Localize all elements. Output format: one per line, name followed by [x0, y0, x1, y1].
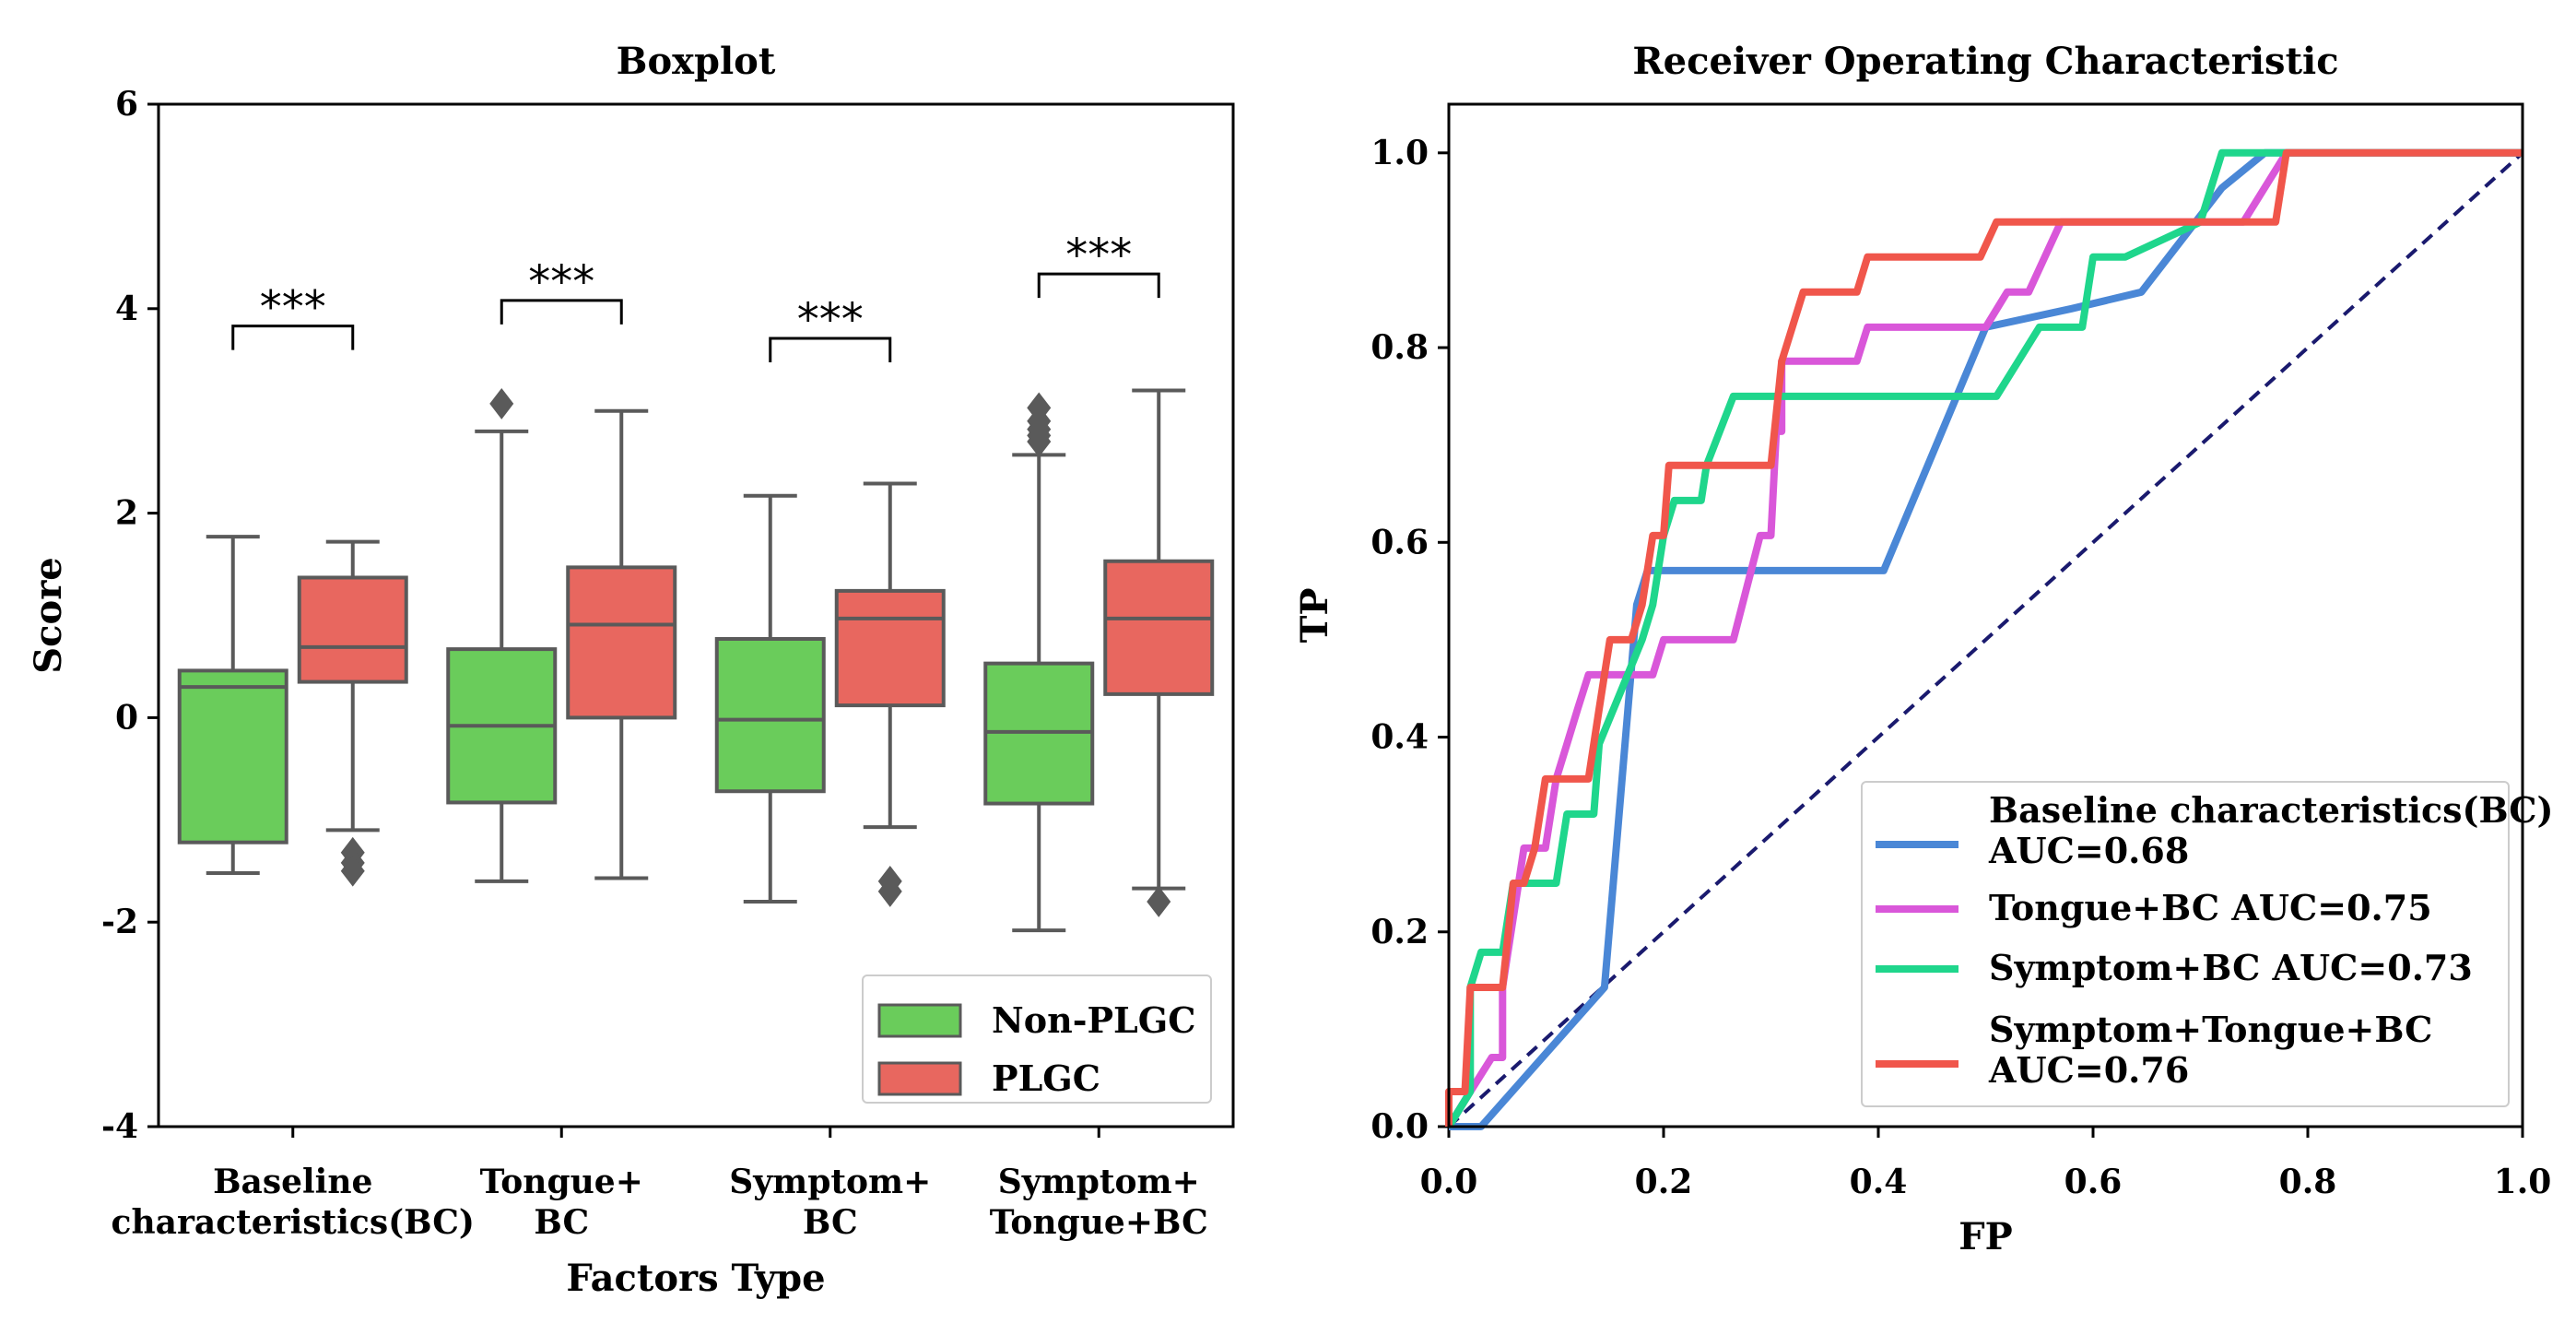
- y-tick-label: 0.0: [1370, 1107, 1429, 1146]
- roc-curve-symptom-tongue-bc: [1445, 148, 2523, 1127]
- roc-curve-baseline-characteristics-bc-: [1449, 148, 2523, 1130]
- legend-auc: AUC=0.76: [1988, 1049, 2189, 1091]
- x-axis-label: FP: [1958, 1215, 2012, 1258]
- significance-stars: ***: [528, 256, 594, 308]
- legend: Baseline characteristics(BC) AUC=0.68 Ton…: [1861, 781, 2554, 1107]
- plot-frame: [157, 102, 1235, 1128]
- x-tick-label: Symptom+: [998, 1163, 1200, 1201]
- x-tick-label: Tongue+: [480, 1163, 643, 1201]
- plot-frame: [1447, 102, 2524, 1128]
- legend-label: Symptom+Tongue+BC: [1989, 1009, 2432, 1050]
- outlier-point: [1147, 886, 1171, 917]
- y-tick-label: 0.4: [1370, 718, 1429, 757]
- significance-bracket: [1037, 272, 1160, 299]
- box-plgc-0: [297, 539, 408, 887]
- box-plgc-1: [566, 408, 677, 880]
- legend-label: Baseline characteristics(BC): [1989, 789, 2554, 831]
- x-tick-label: 0.4: [1850, 1163, 1908, 1201]
- box-iqr: [834, 588, 946, 708]
- legend-label: Symptom+BC AUC=0.73: [1989, 947, 2473, 988]
- x-tick-label: 1.0: [2494, 1163, 2552, 1201]
- box-non-plgc-2: [714, 493, 826, 904]
- legend-swatch: [877, 1003, 962, 1038]
- x-tick-label: Tongue+BC: [990, 1203, 1208, 1242]
- y-tick-label: 0.2: [1370, 913, 1429, 951]
- x-tick-label: Symptom+: [729, 1163, 931, 1201]
- y-tick-label: 0.6: [1370, 523, 1429, 561]
- box-non-plgc-0: [177, 535, 288, 875]
- y-axis-label: Score: [27, 557, 70, 673]
- x-tick-label: 0.2: [1635, 1163, 1693, 1201]
- box-plgc-3: [1103, 388, 1215, 917]
- legend: Non-PLGC PLGC: [862, 975, 1212, 1104]
- significance-bracket: [500, 299, 623, 325]
- significance-bracket: [231, 325, 355, 350]
- chance-diagonal: [1447, 151, 2524, 1128]
- x-tick-label: characteristics(BC): [112, 1203, 475, 1242]
- y-tick-label: 4: [115, 289, 138, 328]
- x-tick-label: BC: [803, 1203, 858, 1242]
- y-axis-label: TP: [1293, 588, 1336, 644]
- roc-chart: Receiver Operating Characteristic FP TP 0.0…: [1293, 40, 2554, 1258]
- outlier-point: [877, 876, 902, 907]
- legend-label: Tongue+BC AUC=0.75: [1989, 887, 2432, 928]
- x-axis-label: Factors Type: [566, 1257, 825, 1300]
- legend-box: [1861, 781, 2510, 1107]
- x-tick-label: BC: [534, 1203, 589, 1242]
- x-tick-label: 0.6: [2064, 1163, 2123, 1201]
- legend-swatch: [877, 1061, 962, 1096]
- significance-stars: ***: [1065, 230, 1132, 281]
- box-non-plgc-1: [446, 388, 558, 883]
- legend-label: PLGC: [992, 1057, 1100, 1099]
- significance-stars: ***: [260, 282, 326, 334]
- y-tick-label: -4: [101, 1107, 138, 1146]
- y-tick-label: 0: [115, 698, 138, 737]
- y-tick-label: -2: [101, 903, 138, 941]
- box-iqr: [177, 668, 288, 845]
- y-tick-label: 6: [115, 85, 138, 124]
- box-iqr: [714, 637, 826, 794]
- chart-title: Boxplot: [617, 40, 776, 83]
- box-iqr: [297, 575, 408, 684]
- chart-title: Receiver Operating Characteristic: [1632, 40, 2338, 83]
- y-tick-label: 2: [115, 494, 138, 533]
- legend-auc: AUC=0.68: [1988, 830, 2189, 871]
- y-tick-label: 1.0: [1370, 134, 1429, 172]
- box-iqr: [566, 565, 677, 720]
- boxplot-chart: Boxplot Factors Type Score -4 -2 0 2 4 6 Baseline…: [27, 40, 1235, 1300]
- outlier-point: [489, 388, 514, 419]
- y-tick-label: 0.8: [1370, 328, 1429, 367]
- significance-bracket: [769, 337, 892, 362]
- x-tick-label: 0.8: [2279, 1163, 2337, 1201]
- legend-label: Non-PLGC: [992, 999, 1195, 1041]
- x-tick-label: Baseline: [213, 1163, 372, 1201]
- box-plgc-2: [834, 481, 946, 907]
- x-tick-label: 0.0: [1420, 1163, 1478, 1201]
- outlier-point: [1027, 392, 1052, 424]
- outlier-point: [340, 855, 365, 887]
- significance-stars: ***: [797, 294, 864, 346]
- box-non-plgc-3: [983, 392, 1095, 933]
- box-iqr: [1103, 559, 1215, 696]
